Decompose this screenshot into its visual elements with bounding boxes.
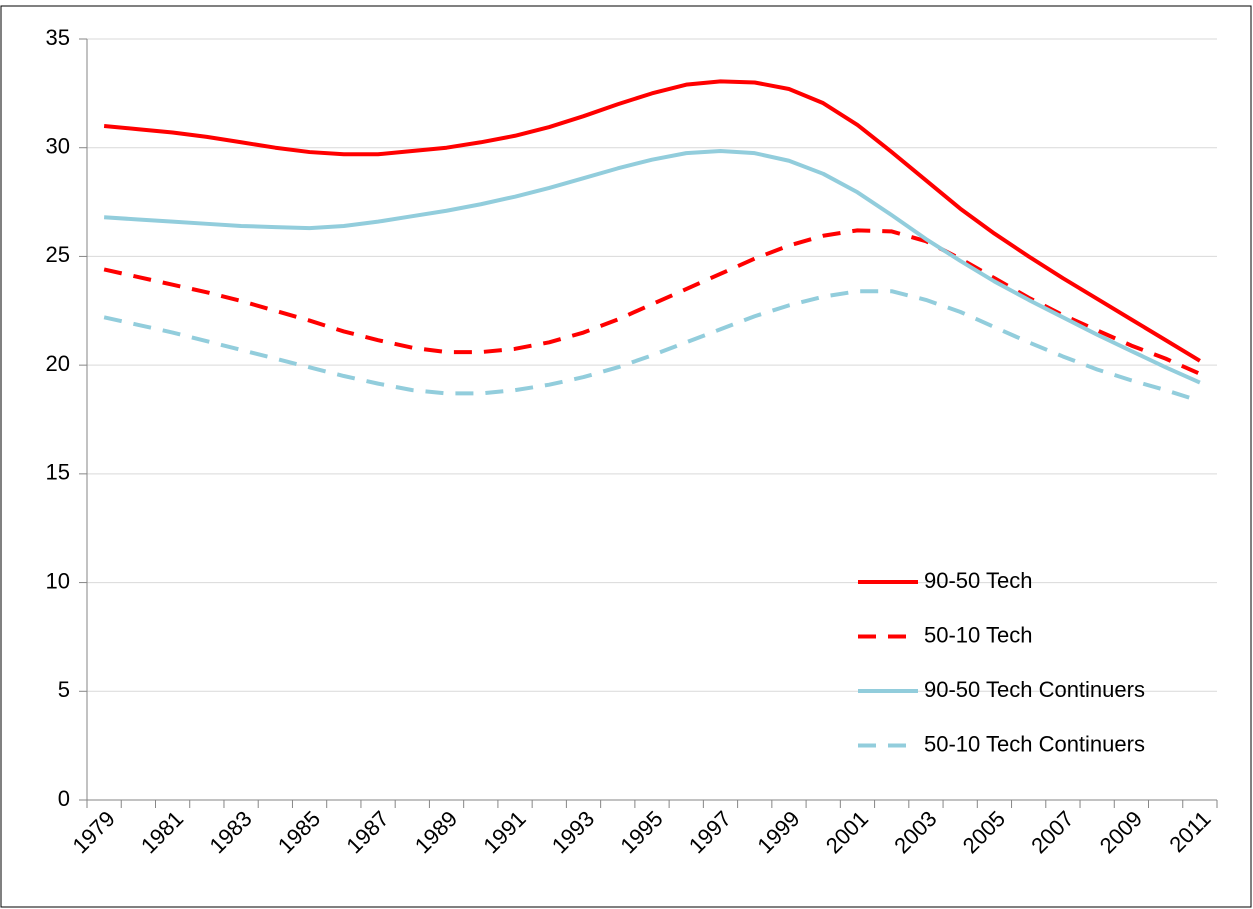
- legend-label: 50-10 Tech: [924, 622, 1032, 647]
- x-tick-label: 1997: [684, 806, 736, 858]
- y-tick-label: 20: [46, 351, 70, 376]
- x-tick-label: 2009: [1095, 806, 1147, 858]
- line-series: [103, 228, 1201, 376]
- x-tick-label: 1991: [478, 806, 530, 858]
- y-tick-label: 15: [46, 460, 70, 485]
- y-tick-label: 25: [46, 242, 70, 267]
- legend-label: 90-50 Tech Continuers: [924, 677, 1145, 702]
- legend-label: 50-10 Tech Continuers: [924, 731, 1145, 756]
- x-tick-label: 1993: [547, 806, 599, 858]
- y-tick-label: 30: [46, 134, 70, 159]
- x-tick-label: 1983: [204, 806, 256, 858]
- x-tick-label: 2001: [821, 806, 873, 858]
- line-series: [103, 79, 1201, 363]
- x-tick-label: 1985: [273, 806, 325, 858]
- x-tick-label: 1987: [341, 806, 393, 858]
- x-tick-label: 2005: [958, 806, 1010, 858]
- y-tick-label: 0: [58, 786, 70, 811]
- x-tick-label: 1981: [136, 806, 188, 858]
- legend-label: 90-50 Tech: [924, 568, 1032, 593]
- line-series: [103, 289, 1201, 403]
- chart-frame: [0, 5, 1252, 908]
- x-tick-label: 2007: [1026, 806, 1078, 858]
- y-tick-label: 10: [46, 568, 70, 593]
- x-tick-label: 2003: [889, 806, 941, 858]
- x-tick-label: 1979: [67, 806, 119, 858]
- y-tick-label: 35: [46, 25, 70, 50]
- x-tick-label: 1989: [410, 806, 462, 858]
- line-series: [103, 148, 1201, 385]
- x-tick-label: 1995: [615, 806, 667, 858]
- y-tick-label: 5: [58, 677, 70, 702]
- x-tick-label: 1999: [752, 806, 804, 858]
- x-tick-label: 2011: [1164, 806, 1215, 857]
